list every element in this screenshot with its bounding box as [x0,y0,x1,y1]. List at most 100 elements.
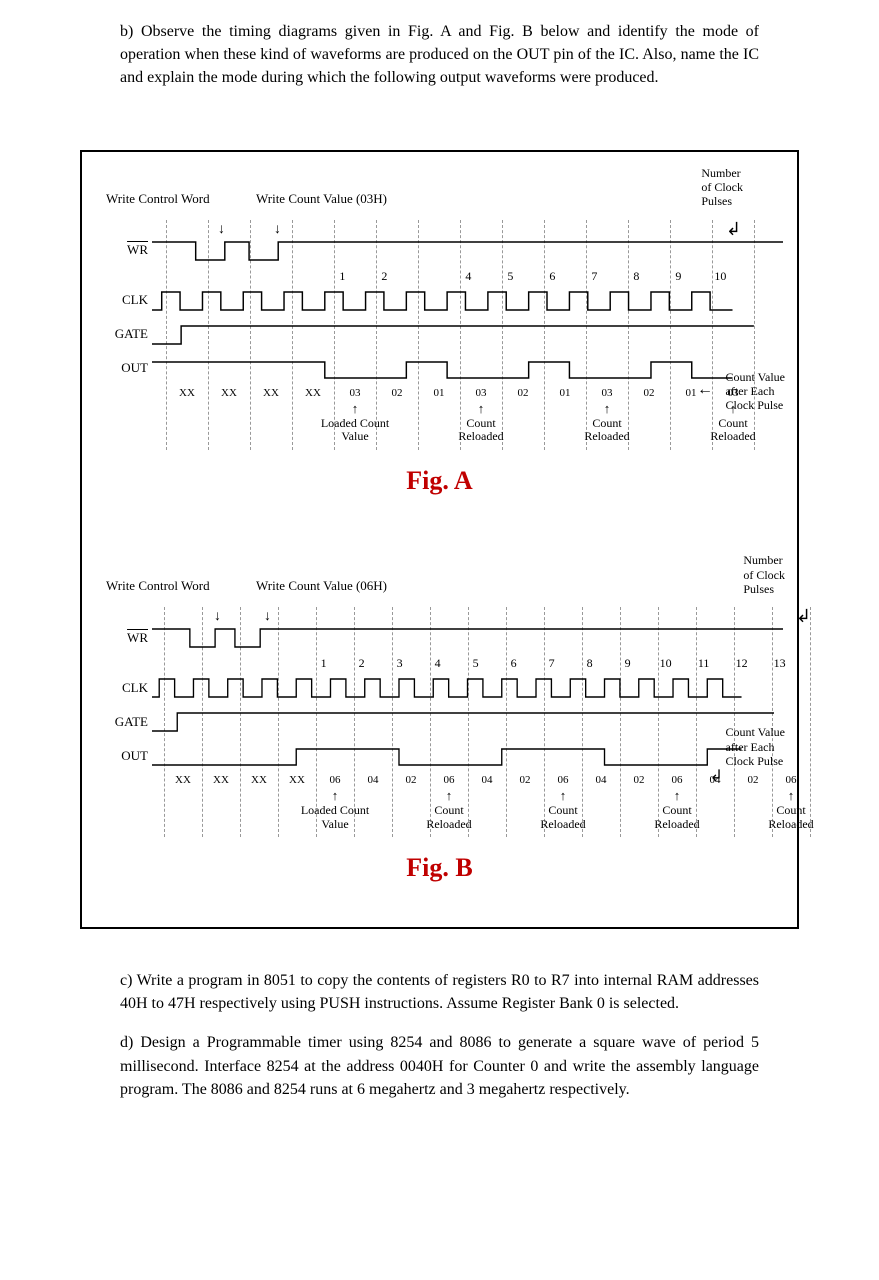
figB-out-values: XXXXXXXX06040206040206040206040206 [156,773,783,789]
figA-out-values: XXXXXXXX03020103020103020103 [156,386,783,402]
out-value: XX [213,773,229,789]
tick-number: 8 [633,268,639,285]
tick-number: 9 [675,268,681,285]
out-value: XX [175,773,191,789]
annotation: ↑CountReloaded [426,789,471,832]
figA-title: Fig. A [96,462,783,500]
out-value: 01 [686,386,697,402]
figA-wr-label: WR [96,241,152,260]
tick-number: 3 [397,655,403,672]
figA-clk-waveform [152,284,783,318]
tick-number: 1 [339,268,345,285]
tick-number: 4 [465,268,471,285]
out-value: 01 [560,386,571,402]
figA-write-control-label: Write Control Word [106,190,210,209]
figA-wr-waveform [152,234,783,268]
figB-annotations: ↑Loaded CountValue ↑CountReloaded ↑CountRe… [156,789,783,837]
annotation: ↑Loaded CountValue [301,789,369,832]
figA-out-waveform [152,352,783,386]
tick-number: 12 [736,655,748,672]
figB-write-control-label: Write Control Word [106,577,210,596]
out-value: XX [289,773,305,789]
out-value: XX [251,773,267,789]
out-value: 03 [476,386,487,402]
tick-number: 4 [435,655,441,672]
out-value: 02 [644,386,655,402]
figB-clk-label: CLK [96,679,152,698]
out-value: 06 [672,773,683,789]
left-arrow-icon: ← [697,378,713,401]
tick-number: 7 [591,268,597,285]
diagram-container: Write Control Word Write Count Value (03… [80,150,799,929]
figA-gate-label: GATE [96,325,152,344]
figA-number-clock-label: Numberof ClockPulses [701,166,743,209]
figB-out-waveform [152,739,783,773]
out-value: 03 [350,386,361,402]
figA-gate-waveform [152,318,783,352]
tick-number: 1 [321,655,327,672]
tick-number: 2 [381,268,387,285]
figB-write-count-label: Write Count Value (06H) [256,577,387,596]
out-value: XX [221,386,237,402]
out-value: 06 [330,773,341,789]
annotation: ↑CountReloaded [540,789,585,832]
out-value: XX [179,386,195,402]
fig-b-block: Write Control Word Write Count Value (06… [96,559,783,887]
figB-gate-label: GATE [96,713,152,732]
question-d-text: d) Design a Programmable timer using 825… [40,1031,839,1101]
figB-right-note: Count Valueafter EachClock Pulse [726,725,785,768]
annotation: ↑CountReloaded [768,789,813,832]
figB-title: Fig. B [96,849,783,887]
out-value: XX [305,386,321,402]
figA-annotations: ↑Loaded CountValue ↑CountReloaded ↑CountRe… [156,402,783,450]
tick-number: 13 [774,655,786,672]
tick-number: 5 [507,268,513,285]
figB-number-clock-label: Numberof ClockPulses [743,553,785,596]
annotation: ↑CountReloaded [584,402,629,445]
out-value: 06 [444,773,455,789]
out-value: 02 [748,773,759,789]
figB-out-label: OUT [96,747,152,766]
out-value: 04 [482,773,493,789]
figB-tick-numbers: 12345678910111213 [156,655,783,671]
figB-clk-waveform [152,671,783,705]
tick-number: 11 [698,655,710,672]
out-value: 01 [434,386,445,402]
tick-number: 10 [660,655,672,672]
tick-number: 7 [549,655,555,672]
tick-number: 5 [473,655,479,672]
fig-a-block: Write Control Word Write Count Value (03… [96,172,783,500]
annotation: ↑Loaded CountValue [321,402,389,445]
question-b-text: b) Observe the timing diagrams given in … [40,20,839,90]
enter-arrow-icon: ↲ [796,603,811,629]
figB-wr-waveform [152,621,783,655]
out-value: 04 [368,773,379,789]
out-value: XX [263,386,279,402]
out-value: 06 [558,773,569,789]
tick-number: 6 [511,655,517,672]
tick-number: 9 [625,655,631,672]
figA-tick-numbers: 1 2 4 5 6 7 8 9 10 [156,268,783,284]
tick-number: 10 [714,268,726,285]
out-value: 02 [520,773,531,789]
out-value: 03 [602,386,613,402]
figB-gate-waveform [152,705,783,739]
out-value: 02 [406,773,417,789]
figA-out-label: OUT [96,359,152,378]
out-value: 02 [634,773,645,789]
out-value: 02 [392,386,403,402]
out-value: 06 [786,773,797,789]
annotation: ↑CountReloaded [458,402,503,445]
tick-number: 6 [549,268,555,285]
annotation: ↑CountReloaded [654,789,699,832]
tick-number: 2 [359,655,365,672]
tick-number: 8 [587,655,593,672]
question-c-text: c) Write a program in 8051 to copy the c… [40,969,839,1015]
figA-clk-label: CLK [96,291,152,310]
out-value: 04 [596,773,607,789]
figA-right-note: Count Valueafter EachClock Pulse [726,370,785,413]
figA-write-count-label: Write Count Value (03H) [256,190,387,209]
enter-arrow-icon: ↲ [710,765,723,788]
figB-wr-label: WR [96,629,152,648]
out-value: 02 [518,386,529,402]
